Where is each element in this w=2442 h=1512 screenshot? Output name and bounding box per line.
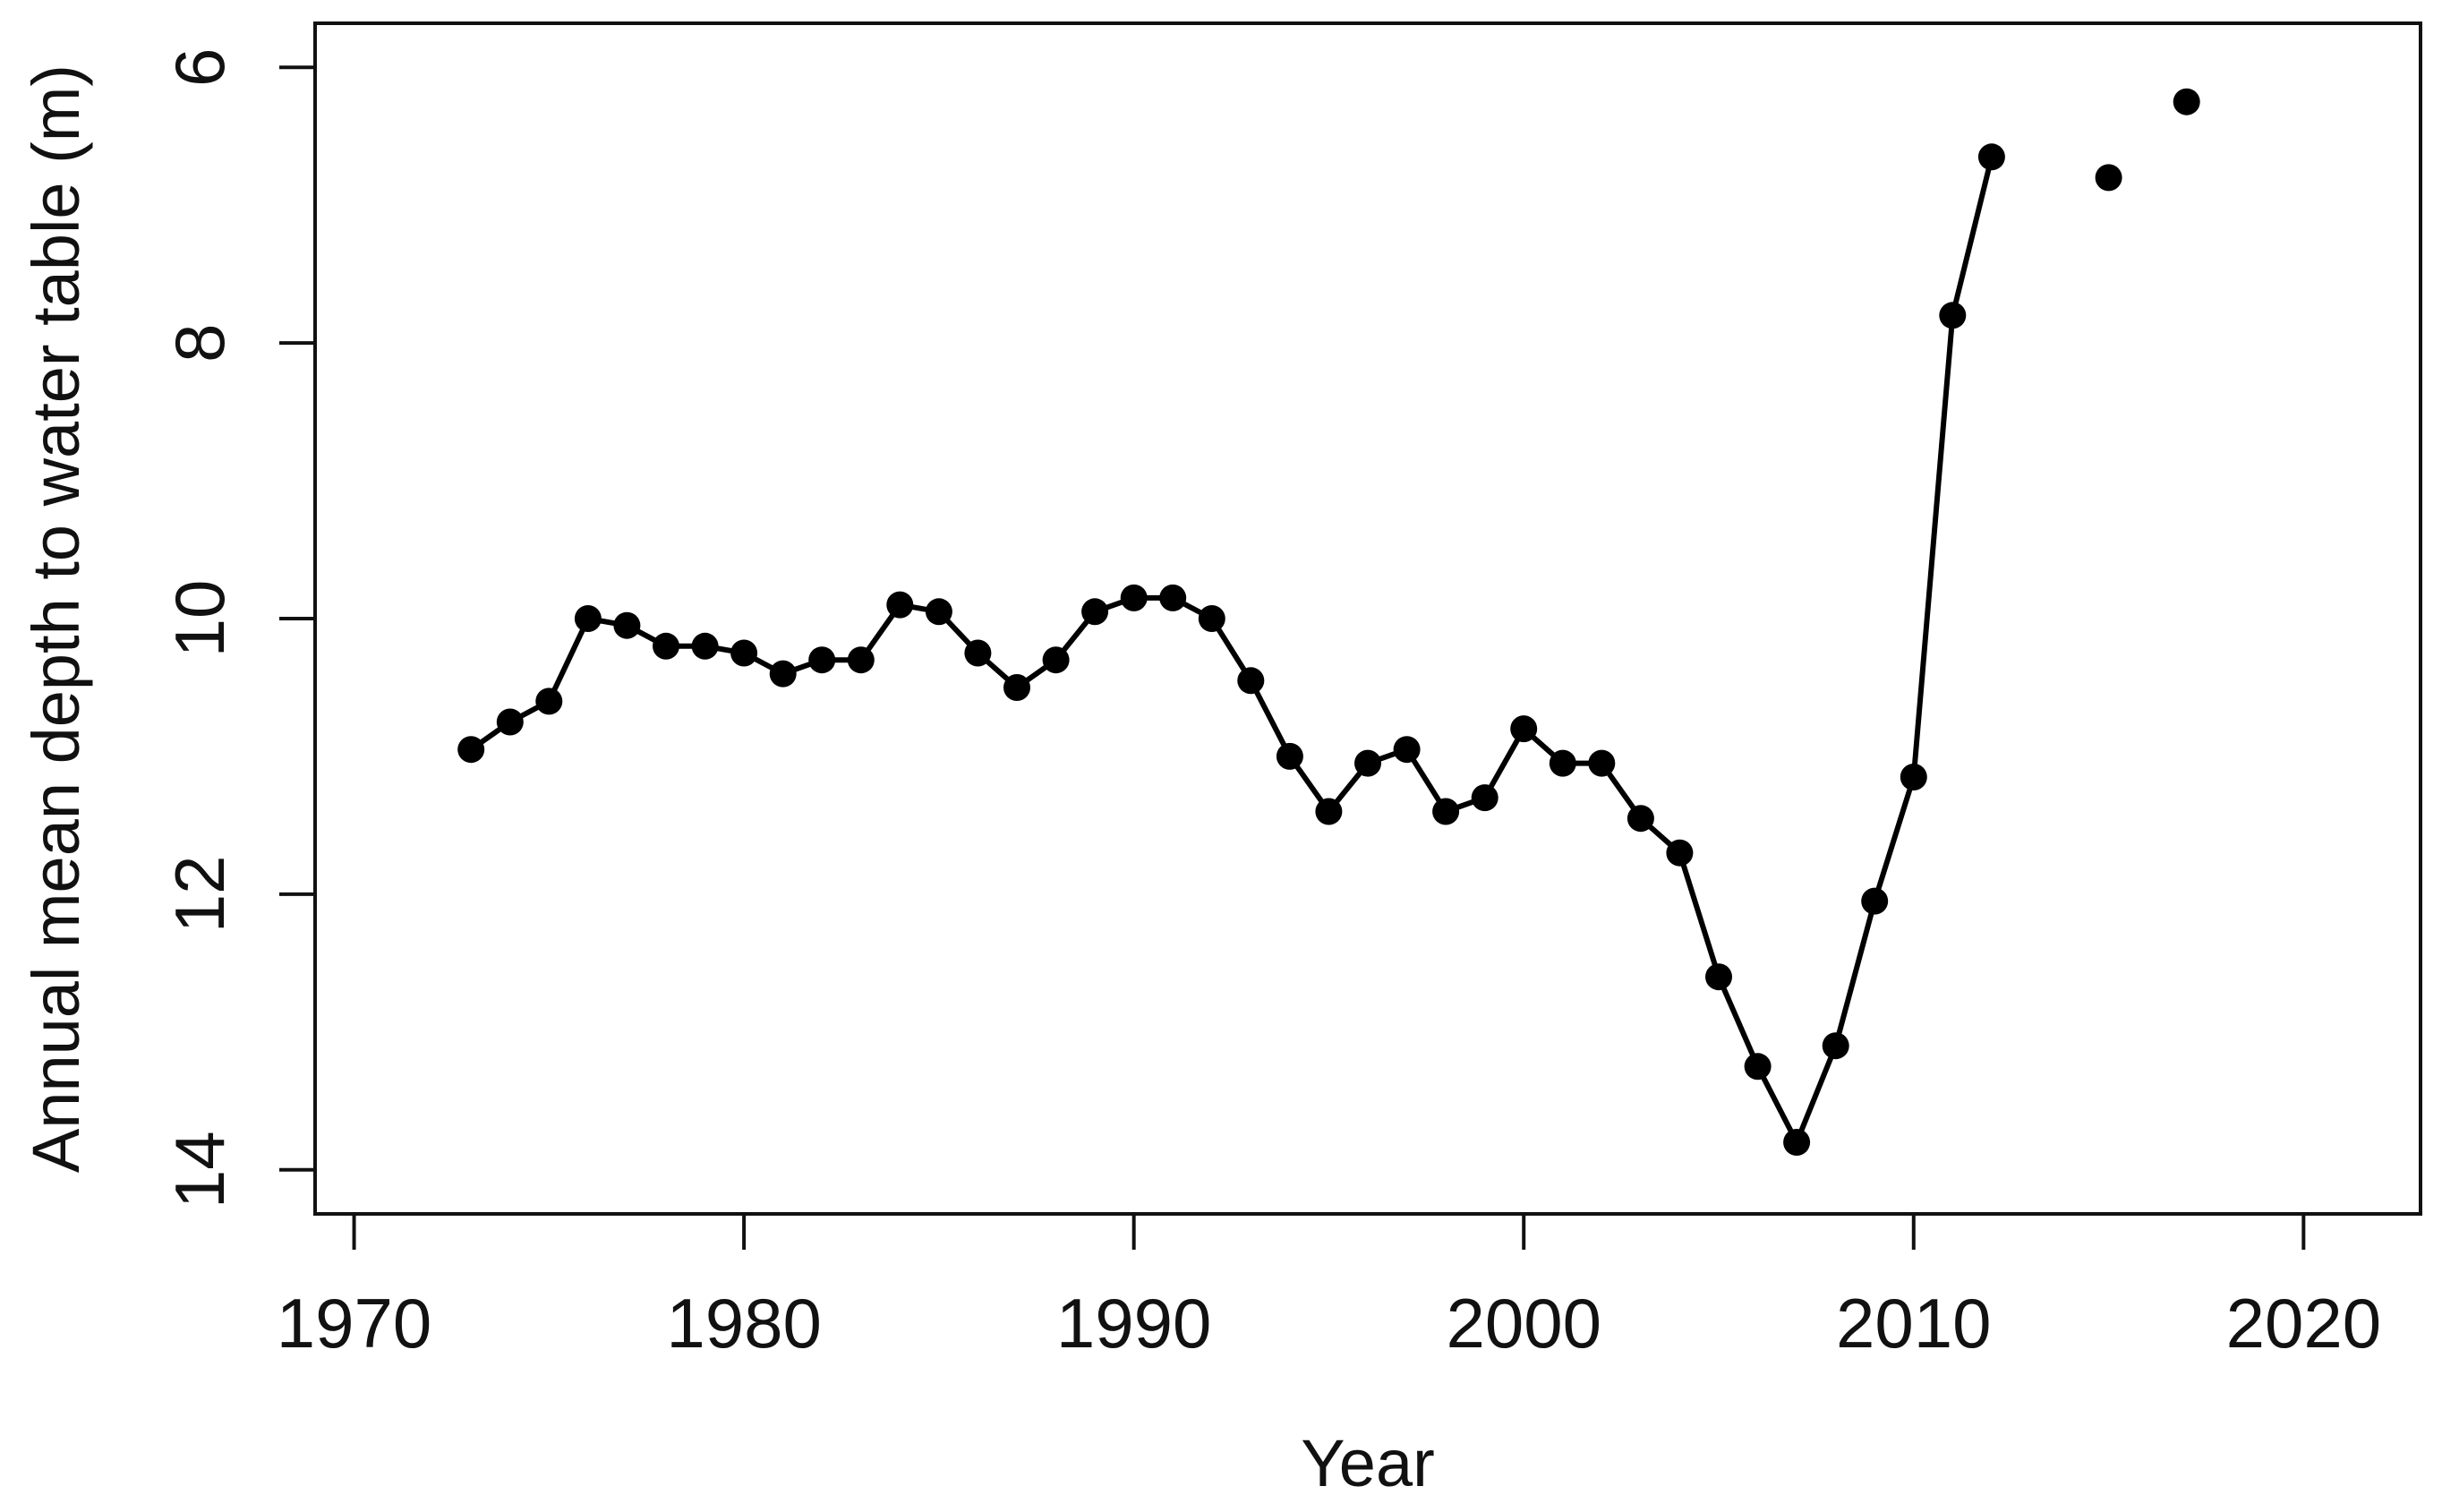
data-point-marker <box>496 708 524 736</box>
data-point-marker <box>1822 1032 1849 1060</box>
data-point-marker <box>1666 839 1694 867</box>
data-point-marker <box>1627 805 1654 833</box>
data-point-marker <box>613 611 641 639</box>
data-point-marker <box>1003 674 1030 701</box>
data-point-marker <box>847 646 875 674</box>
data-point-marker <box>1354 749 1381 777</box>
data-point-marker <box>1588 749 1616 777</box>
data-point-marker <box>1977 143 2005 171</box>
data-point-marker <box>808 646 836 674</box>
y-axis-ticks <box>279 65 315 1172</box>
data-point-marker <box>1510 715 1538 743</box>
data-point-marker <box>1939 302 1967 329</box>
data-point-marker <box>1237 667 1265 695</box>
x-axis-tick-labels: 1970 1980 1990 2000 2010 2020 <box>277 1284 2381 1363</box>
x-tick-label: 2020 <box>2226 1284 2382 1363</box>
data-point-marker <box>1432 798 1460 825</box>
x-tick-label: 1980 <box>666 1284 822 1363</box>
data-point-marker <box>1393 736 1421 764</box>
data-point-marker <box>691 632 719 660</box>
x-tick-label: 2000 <box>1446 1284 1601 1363</box>
data-point-marker <box>1549 749 1576 777</box>
y-tick-label: 14 <box>160 1131 239 1209</box>
data-point-marker <box>1900 764 1927 790</box>
data-series-lines <box>468 154 1994 1145</box>
y-tick-label: 10 <box>160 580 239 658</box>
x-tick-label: 2010 <box>1836 1284 1992 1363</box>
data-point-marker <box>1861 887 1889 915</box>
x-axis-title: Year <box>1301 1426 1435 1500</box>
data-point-marker <box>653 632 679 660</box>
data-point-marker <box>1744 1053 1772 1081</box>
x-tick-label: 1970 <box>277 1284 432 1363</box>
data-point-marker <box>1198 605 1225 632</box>
data-series-points <box>457 88 2200 1156</box>
data-point-marker <box>457 736 485 764</box>
data-point-marker <box>1042 646 1070 674</box>
data-point-marker <box>925 598 952 626</box>
data-point-marker <box>535 688 563 715</box>
data-point-marker <box>574 605 602 632</box>
y-tick-label: 8 <box>160 323 239 362</box>
y-axis-title: Annual mean depth to water table (m) <box>19 64 93 1173</box>
data-point-marker <box>1276 742 1303 770</box>
isolated-point-marker <box>2095 164 2122 192</box>
x-tick-label: 1990 <box>1056 1284 1212 1363</box>
y-axis-tick-labels: 6 8 10 12 14 <box>160 48 239 1209</box>
y-tick-label: 12 <box>160 855 239 933</box>
data-point-marker <box>1159 584 1187 611</box>
isolated-point-marker <box>2173 88 2200 115</box>
data-point-marker <box>1315 798 1343 825</box>
x-axis-ticks <box>352 1214 2306 1250</box>
data-point-marker <box>1783 1129 1811 1156</box>
data-point-marker <box>769 660 797 688</box>
data-point-marker <box>1471 784 1498 812</box>
data-point-marker <box>730 639 758 667</box>
data-point-marker <box>886 591 914 619</box>
data-point-marker <box>1081 598 1109 626</box>
y-tick-label: 6 <box>160 48 239 87</box>
data-point-marker <box>964 639 992 667</box>
data-point-marker <box>1705 963 1732 991</box>
data-point-marker <box>1120 584 1148 611</box>
series-line <box>468 154 1994 1145</box>
